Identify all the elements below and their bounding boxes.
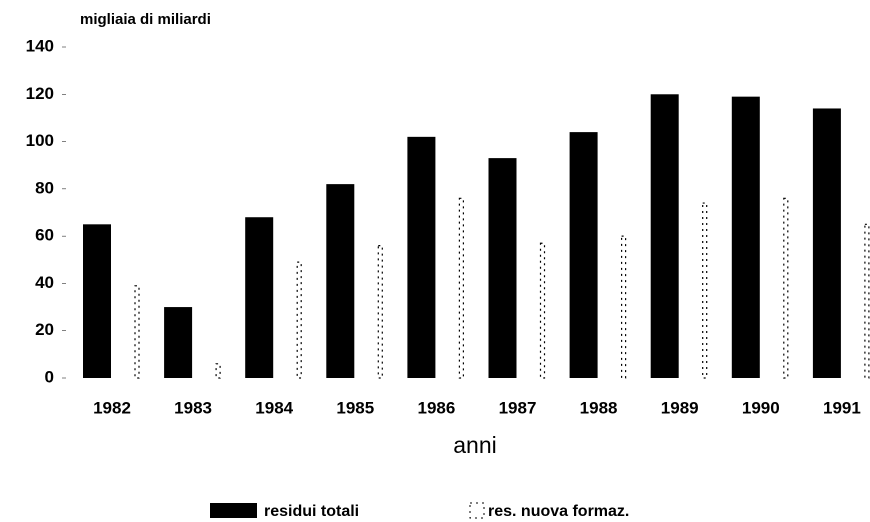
y-tick-label: 120 [26,84,54,103]
legend-label: residui totali [264,503,359,520]
bar [407,136,436,378]
bar [164,307,193,378]
x-tick-label: 1987 [499,398,537,417]
bar [812,108,841,378]
bar [83,224,111,378]
bar [620,235,627,379]
bar [326,184,355,378]
bar [783,197,789,379]
x-tick-label: 1984 [255,398,293,417]
x-tick-label: 1985 [336,398,374,417]
bar [296,261,302,379]
bar [650,94,679,379]
legend-swatch [210,503,257,518]
bar [702,202,708,379]
x-tick-label: 1982 [93,398,131,417]
y-axis-label: migliaia di miliardi [80,11,211,28]
bar [569,132,598,378]
y-tick-label: 100 [26,131,54,150]
legend-label: res. nuova formaz. [488,503,629,520]
x-tick-label: 1983 [174,398,212,417]
y-tick-label: 140 [26,36,54,55]
bar [377,245,383,379]
y-tick-label: 60 [35,226,54,245]
y-tick-label: 0 [45,367,54,386]
y-tick-label: 80 [35,178,54,197]
bar [215,363,221,379]
x-tick-label: 1990 [742,398,780,417]
bar [539,242,546,379]
bar [245,217,274,378]
bar [134,285,140,379]
bar [731,96,760,379]
x-axis-label: anni [453,432,496,458]
bar [864,223,870,379]
x-tick-label: 1991 [823,398,861,417]
x-tick-label: 1986 [417,398,455,417]
x-tick-label: 1989 [661,398,699,417]
y-tick-label: 20 [35,320,54,339]
bar [458,197,464,379]
x-tick-label: 1988 [580,398,618,417]
legend-swatch [469,502,485,519]
y-tick-label: 40 [35,273,54,292]
bar [488,158,517,378]
